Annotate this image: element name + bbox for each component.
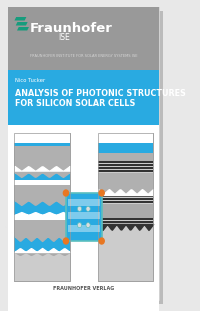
Bar — [98, 133, 153, 143]
Bar — [8, 125, 159, 311]
Bar — [14, 172, 70, 180]
Text: Fraunhofer: Fraunhofer — [30, 21, 113, 35]
Bar — [14, 215, 70, 220]
Bar — [66, 193, 102, 241]
Bar — [98, 221, 153, 222]
Bar — [14, 133, 70, 143]
Bar — [98, 198, 153, 199]
Bar — [98, 143, 153, 153]
Bar — [14, 146, 70, 172]
Text: Nico Tucker: Nico Tucker — [15, 77, 46, 82]
Circle shape — [63, 238, 68, 244]
Bar — [14, 200, 70, 215]
Bar — [98, 199, 153, 201]
Text: FRAUNHOFER VERLAG: FRAUNHOFER VERLAG — [53, 286, 114, 291]
Bar — [14, 252, 70, 281]
Bar — [98, 164, 153, 165]
Polygon shape — [16, 22, 28, 26]
Bar — [98, 133, 153, 281]
Bar — [14, 133, 70, 281]
Bar — [98, 201, 153, 202]
Circle shape — [86, 223, 90, 228]
Text: FRAUNHOFER INSTITUTE FOR SOLAR ENERGY SYSTEMS ISE: FRAUNHOFER INSTITUTE FOR SOLAR ENERGY SY… — [30, 54, 137, 58]
Bar — [14, 180, 70, 185]
Bar — [14, 185, 70, 215]
Bar — [8, 70, 159, 125]
Bar — [14, 143, 70, 146]
Circle shape — [99, 190, 104, 196]
Bar — [98, 167, 153, 169]
Bar — [14, 236, 70, 252]
Circle shape — [63, 190, 68, 196]
Bar — [14, 220, 70, 252]
Text: ANALYSIS OF PHOTONIC STRUCTURES: ANALYSIS OF PHOTONIC STRUCTURES — [15, 90, 186, 99]
Bar — [98, 170, 153, 171]
Bar — [98, 153, 153, 161]
Polygon shape — [17, 27, 29, 30]
Bar — [98, 220, 153, 221]
Bar — [98, 204, 153, 218]
Bar — [98, 163, 153, 164]
Bar — [98, 222, 153, 224]
Bar — [98, 169, 153, 170]
Circle shape — [86, 206, 90, 211]
Bar — [98, 218, 153, 220]
Bar — [68, 212, 100, 219]
Bar — [98, 173, 153, 195]
Bar — [8, 7, 159, 70]
Bar — [68, 225, 100, 232]
Bar — [98, 133, 153, 281]
Text: FOR SILICON SOLAR CELLS: FOR SILICON SOLAR CELLS — [15, 100, 136, 109]
Circle shape — [77, 223, 82, 228]
Text: ISE: ISE — [58, 34, 70, 43]
Circle shape — [99, 238, 104, 244]
Bar — [98, 161, 153, 163]
Bar — [98, 171, 153, 173]
Bar — [14, 133, 70, 281]
Bar — [8, 7, 159, 300]
Polygon shape — [14, 17, 26, 21]
Bar — [11, 11, 163, 304]
Bar — [98, 202, 153, 204]
Circle shape — [77, 206, 82, 211]
Bar — [98, 165, 153, 167]
Bar — [68, 199, 100, 206]
Bar — [98, 224, 153, 281]
Bar — [98, 197, 153, 198]
Bar — [98, 195, 153, 197]
